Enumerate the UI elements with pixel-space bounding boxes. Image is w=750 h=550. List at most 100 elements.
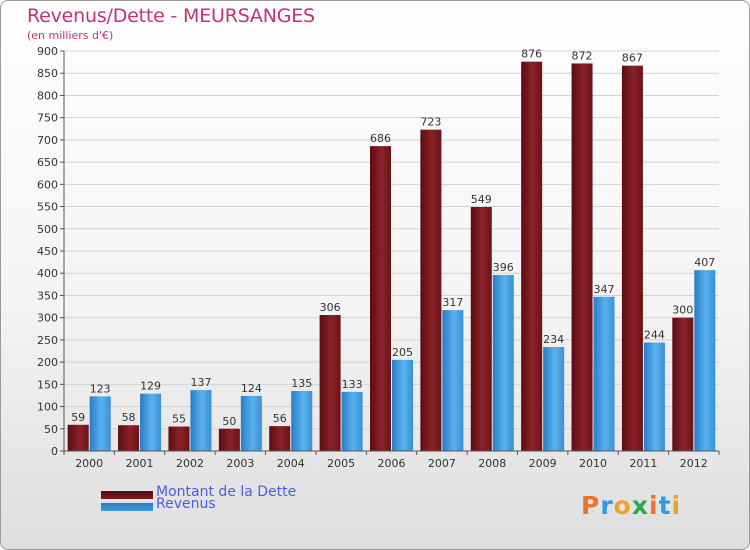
x-tick-label: 2004: [277, 457, 305, 470]
revenus-bar: [89, 396, 111, 451]
logo-letter: t: [658, 491, 672, 520]
dette-value-label: 867: [622, 52, 643, 65]
dette-bar: [67, 424, 89, 451]
y-tick-label: 800: [37, 89, 58, 102]
logo-letter: x: [631, 491, 649, 520]
y-tick-label: 0: [51, 445, 58, 458]
dette-value-label: 55: [172, 413, 186, 426]
dette-bar: [319, 315, 341, 451]
y-tick-label: 750: [37, 112, 58, 125]
revenus-bar: [492, 275, 514, 451]
dette-bar: [218, 428, 240, 451]
legend-swatch-revenus: [101, 503, 153, 511]
dette-value-label: 56: [273, 412, 287, 425]
dette-value-label: 50: [222, 415, 236, 428]
proxiti-logo: Proxiti: [581, 491, 681, 520]
y-tick-label: 350: [37, 289, 58, 302]
revenus-bar: [240, 395, 262, 451]
revenus-value-label: 396: [493, 261, 514, 274]
revenus-value-label: 205: [392, 346, 413, 359]
revenus-bar: [291, 391, 313, 451]
revenus-value-label: 133: [342, 378, 363, 391]
revenus-value-label: 129: [140, 380, 161, 393]
dette-bar: [470, 207, 492, 451]
revenus-value-label: 347: [594, 283, 615, 296]
x-tick-label: 2010: [579, 457, 607, 470]
y-tick-label: 250: [37, 334, 58, 347]
x-tick-label: 2012: [680, 457, 708, 470]
x-tick-label: 2005: [327, 457, 355, 470]
y-tick-label: 150: [37, 378, 58, 391]
revenus-value-label: 317: [442, 296, 463, 309]
revenus-bar: [543, 347, 565, 451]
revenus-bar: [190, 390, 212, 451]
dette-bar: [571, 63, 593, 451]
revenus-bar: [392, 359, 413, 451]
chart-title: Revenus/Dette - MEURSANGES: [27, 5, 315, 27]
dette-value-label: 59: [71, 411, 85, 424]
y-tick-label: 400: [37, 267, 58, 280]
y-tick-label: 500: [37, 223, 58, 236]
chart-subtitle: (en milliers d'€): [27, 29, 114, 42]
revenus-bar: [643, 342, 665, 451]
dette-bar: [168, 426, 190, 451]
y-tick-label: 200: [37, 356, 58, 369]
y-tick-label: 900: [37, 45, 58, 58]
revenus-value-label: 137: [190, 376, 211, 389]
revenus-value-label: 234: [543, 333, 564, 346]
y-tick-label: 550: [37, 201, 58, 214]
dette-bar: [672, 317, 694, 451]
dette-value-label: 876: [521, 48, 542, 61]
logo-letter: P: [581, 491, 601, 520]
logo-letter: i: [671, 491, 682, 520]
x-tick-label: 2000: [75, 457, 103, 470]
legend-swatch-dette: [101, 491, 153, 499]
dette-value-label: 58: [122, 411, 136, 424]
revenus-value-label: 135: [291, 377, 312, 390]
revenus-value-label: 244: [644, 329, 665, 342]
revenus-bar: [442, 310, 464, 451]
y-tick-label: 700: [37, 134, 58, 147]
revenus-value-label: 407: [694, 256, 715, 269]
revenus-bar: [341, 391, 363, 451]
revenus-bar: [593, 296, 615, 451]
y-tick-label: 300: [37, 312, 58, 325]
revenus-value-label: 124: [241, 382, 262, 395]
x-tick-label: 2008: [478, 457, 506, 470]
x-tick-label: 2006: [378, 457, 406, 470]
logo-letter: o: [613, 491, 632, 520]
revenus-bar: [140, 393, 162, 451]
dette-value-label: 723: [420, 116, 441, 129]
dette-value-label: 872: [572, 49, 593, 62]
x-tick-label: 2003: [226, 457, 254, 470]
revenus-bar: [694, 270, 716, 451]
y-tick-label: 50: [44, 423, 58, 436]
y-tick-label: 100: [37, 401, 58, 414]
dette-value-label: 686: [370, 132, 391, 145]
dette-bar: [370, 146, 391, 451]
logo-letter: r: [600, 491, 614, 520]
legend-label-revenus: Revenus: [156, 496, 216, 512]
dette-bar: [269, 426, 291, 451]
x-tick-label: 2007: [428, 457, 456, 470]
y-tick-label: 850: [37, 67, 58, 80]
y-tick-label: 450: [37, 245, 58, 258]
y-tick-label: 600: [37, 178, 58, 191]
legend-label-dette: Montant de la Dette: [156, 484, 297, 500]
x-tick-label: 2009: [529, 457, 557, 470]
revenus-value-label: 123: [90, 382, 111, 395]
dette-bar: [521, 61, 543, 452]
dette-bar: [118, 425, 140, 451]
x-tick-label: 2002: [176, 457, 204, 470]
x-tick-label: 2001: [126, 457, 154, 470]
dette-value-label: 306: [320, 301, 341, 314]
x-tick-label: 2011: [629, 457, 657, 470]
dette-value-label: 300: [672, 304, 693, 317]
logo-letter: i: [649, 491, 659, 520]
dette-bar: [621, 65, 643, 452]
dette-value-label: 549: [471, 193, 492, 206]
y-tick-label: 650: [37, 156, 58, 169]
dette-bar: [420, 129, 442, 451]
